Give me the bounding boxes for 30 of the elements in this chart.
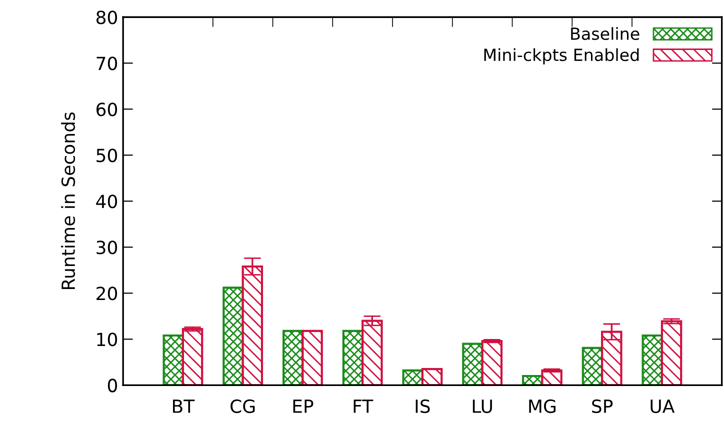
- bar: [660, 320, 682, 386]
- y-tick-label: 60: [96, 102, 118, 116]
- y-tick-label: 20: [96, 286, 118, 300]
- x-tick-label: BT: [173, 400, 195, 413]
- bar: [302, 330, 323, 386]
- x-tick-label: SP: [592, 399, 613, 414]
- bar: [182, 328, 204, 386]
- legend-label: Mini-ckpts Enabled: [484, 48, 639, 64]
- x-tick-label: CG: [230, 399, 255, 414]
- x-tick-label: UA: [650, 400, 675, 414]
- y-tick-label: 10: [97, 332, 118, 346]
- x-tick-label: MG: [529, 399, 556, 414]
- y-tick-label: 40: [96, 194, 118, 208]
- y-tick-label: 0: [108, 378, 118, 392]
- x-tick-label: FT: [354, 400, 374, 413]
- legend-label: Baseline: [571, 27, 640, 40]
- bar: [222, 286, 244, 386]
- y-tick-label: 50: [96, 148, 118, 162]
- bar: [462, 342, 484, 386]
- bar: [362, 320, 383, 386]
- y-axis-title: Runtime in Seconds: [61, 112, 76, 289]
- x-tick-label: EP: [293, 400, 314, 413]
- bar: [421, 368, 443, 386]
- bar: [541, 369, 562, 386]
- x-tick-label: LU: [472, 400, 492, 414]
- y-tick-label: 70: [96, 56, 118, 70]
- x-tick-label: IS: [416, 399, 430, 414]
- bar: [481, 340, 503, 386]
- y-tick-label: 30: [96, 240, 118, 254]
- y-tick-label: 80: [96, 10, 118, 24]
